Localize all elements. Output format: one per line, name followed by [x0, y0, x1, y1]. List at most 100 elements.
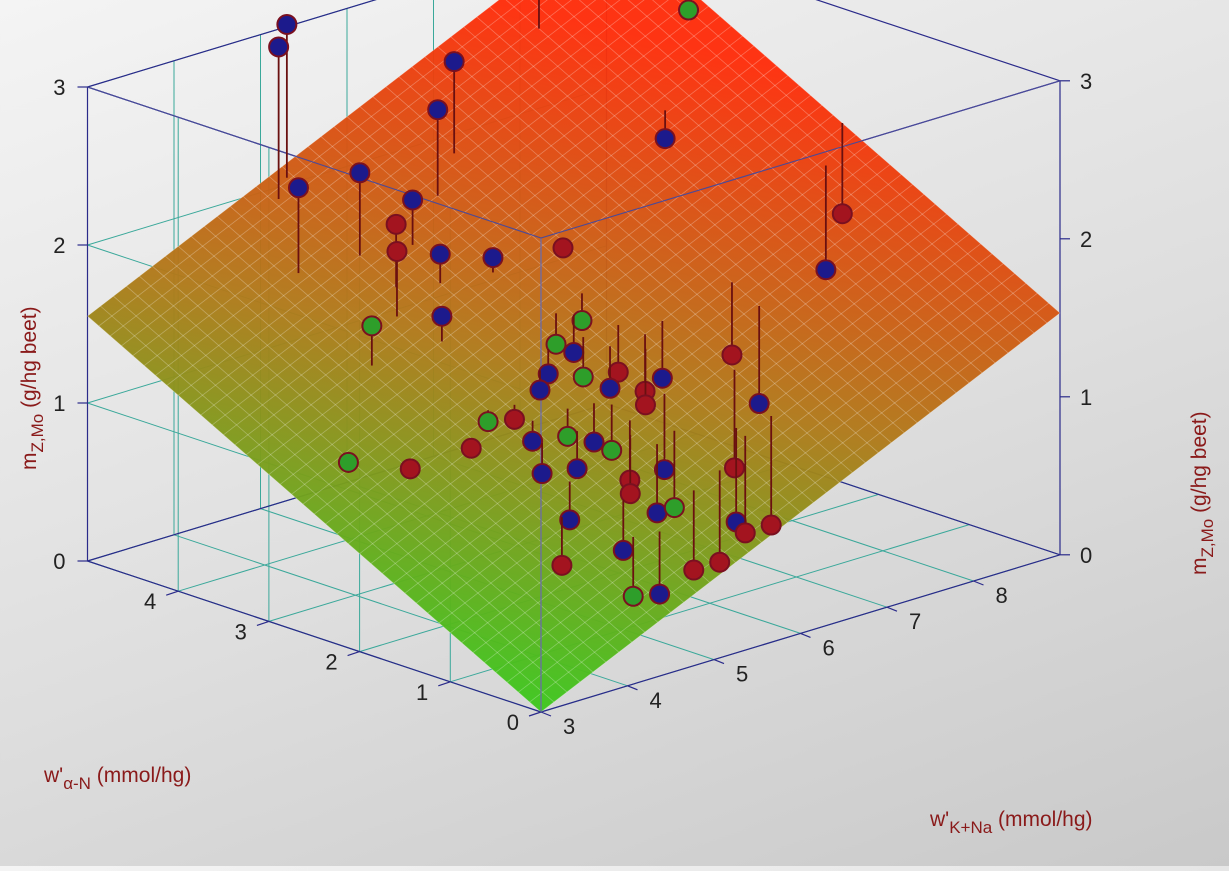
surface-mesh-line [450, 36, 905, 434]
point-marker [529, 379, 551, 401]
point-marker [557, 425, 579, 447]
data-point [529, 370, 551, 401]
z-tick-label-right: 2 [1080, 227, 1092, 252]
data-point [537, 349, 559, 385]
surface-mesh-line [529, 0, 970, 384]
point-marker [503, 408, 525, 430]
data-point [622, 536, 644, 607]
data-point [337, 451, 359, 473]
surface-mesh-line [404, 193, 925, 594]
point-marker [537, 363, 559, 385]
surface-mesh-line [461, 243, 981, 644]
data-point [683, 490, 705, 581]
point-marker [443, 51, 465, 73]
data-point [607, 325, 629, 383]
surface-mesh-line [320, 136, 775, 533]
point-marker [612, 539, 634, 561]
data-point [748, 306, 770, 415]
surface-mesh-line [189, 5, 709, 406]
point-marker [385, 213, 407, 235]
surface-mesh-line [472, 253, 993, 653]
data-point [460, 437, 482, 459]
data-point [619, 434, 641, 505]
surface-mesh-line [518, 292, 1038, 693]
point-marker [399, 458, 421, 480]
surface-mesh-line [166, 0, 669, 386]
y-tick [347, 651, 360, 657]
data-point [599, 346, 621, 399]
surface-mesh-line [398, 76, 853, 473]
data-point [653, 393, 675, 481]
data-point [287, 177, 309, 274]
z-tick-label-left: 0 [53, 549, 65, 574]
data-point [815, 165, 837, 281]
surface-mesh-line [98, 0, 524, 327]
point-marker [477, 411, 499, 433]
point-marker [361, 315, 383, 337]
data-point [503, 404, 525, 430]
point-marker [287, 177, 309, 199]
frame-edge [87, 0, 377, 88]
surface-mesh-line [627, 0, 1022, 344]
z-tick-label-left: 1 [53, 391, 65, 416]
point-marker [654, 128, 676, 150]
point-marker [460, 437, 482, 459]
surface-mesh-line [234, 45, 755, 446]
point-marker [482, 247, 504, 269]
surface-mesh-line [651, 0, 1035, 334]
surface-mesh-line [200, 15, 721, 416]
front-top-edge [87, 86, 542, 239]
data-point [427, 99, 449, 196]
surface-mesh-line [424, 56, 879, 453]
surface-mesh-line [676, 0, 1048, 324]
point-marker [276, 13, 298, 35]
x-axis-title: w'K+Na (mmol/hg) [929, 808, 1093, 837]
surface-mesh-line [87, 315, 542, 713]
data-point [477, 410, 499, 433]
surface-mesh-line [411, 66, 866, 463]
point-marker [566, 458, 588, 480]
x-tick [540, 711, 552, 717]
surface-mesh-line [279, 85, 800, 485]
point-marker [429, 243, 451, 265]
surface-mesh-line [450, 233, 970, 634]
point-marker [531, 463, 553, 485]
surface-mesh-line [132, 0, 597, 357]
data-point [566, 431, 588, 480]
x-tick [800, 632, 811, 638]
data-point [429, 243, 451, 284]
data-point [399, 458, 421, 480]
surface-mesh-line [155, 0, 645, 376]
data-point [538, 0, 540, 29]
data-point [482, 247, 504, 273]
y-tick [438, 681, 451, 687]
surface-mesh-line [578, 0, 996, 364]
data-point [601, 404, 623, 461]
surface-mesh-line [178, 245, 633, 643]
x-tick [713, 659, 725, 665]
point-marker [402, 189, 424, 211]
surface-mesh-line [100, 305, 555, 703]
surface-mesh-line [359, 106, 814, 503]
data-point [678, 0, 700, 21]
surface-mesh-line [427, 213, 947, 614]
point-marker [607, 361, 629, 383]
data-point [572, 337, 594, 388]
data-point [723, 369, 745, 479]
z-tick-label-left: 3 [53, 75, 65, 100]
data-point [760, 415, 782, 536]
z-tick-label-right: 1 [1080, 385, 1092, 410]
point-marker [709, 551, 731, 573]
surface-mesh-line [257, 65, 777, 465]
data-point [402, 189, 424, 245]
y-tick-label: 1 [416, 680, 428, 705]
point-marker [522, 430, 544, 452]
data-point [386, 240, 408, 317]
z-axis-title-left: mZ,Mo (g/hg beet) [18, 306, 47, 470]
surface-mesh-line [204, 226, 659, 623]
surface-mesh-line [113, 295, 568, 693]
x-tick [627, 685, 638, 691]
surface-mesh-line [438, 223, 959, 624]
surface-mesh-line [382, 174, 902, 574]
surface-mesh-line [372, 96, 827, 493]
